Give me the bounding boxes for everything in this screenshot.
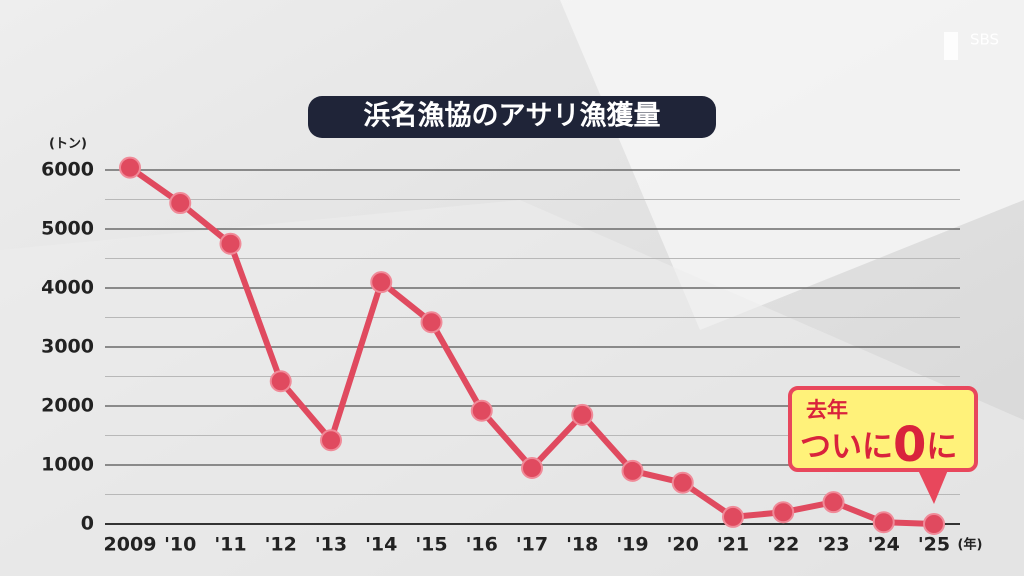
x-unit: (年) [958, 537, 983, 553]
x-tick-label: '10 [164, 534, 196, 556]
x-tick-label: '13 [315, 534, 347, 556]
marker [822, 491, 845, 514]
marker [169, 192, 192, 215]
bg-shape [560, 0, 1024, 330]
x-tick-label: '19 [616, 534, 648, 556]
y-tick-label: 6000 [41, 159, 94, 181]
marker [320, 429, 342, 452]
callout-text: 去年 [806, 398, 848, 422]
marker [269, 370, 292, 393]
marker [470, 399, 493, 422]
y-tick-label: 0 [81, 513, 94, 535]
x-tick-label: '11 [214, 534, 246, 556]
x-tick-label: '17 [516, 534, 548, 556]
x-tick-label: '23 [817, 534, 849, 556]
marker [872, 511, 895, 534]
marker [671, 471, 694, 494]
title-box [308, 96, 716, 138]
x-tick-label: '21 [717, 534, 749, 556]
callout-part: に [926, 429, 957, 465]
plot [119, 156, 945, 535]
bg-shape [0, 200, 1024, 576]
annotation: 去年 ついに0に [788, 386, 978, 504]
callout-pointer [918, 470, 948, 504]
x-tick-label: '15 [415, 534, 447, 556]
y-tick-label: 4000 [41, 277, 94, 299]
marker [722, 505, 744, 528]
marker [521, 456, 543, 479]
y-tick-label: 1000 [41, 454, 94, 476]
logo: SBS [970, 31, 999, 49]
x-tick-label: '24 [868, 534, 900, 556]
logo-mark [944, 32, 958, 60]
marker [571, 403, 594, 426]
marker [621, 459, 644, 482]
callout-box [788, 386, 978, 472]
x-tick-label: '18 [566, 534, 598, 556]
marker [370, 271, 393, 294]
marker [420, 311, 443, 334]
marker [772, 501, 795, 524]
marker [119, 156, 141, 179]
y-tick-label: 2000 [41, 395, 94, 417]
callout-part: ついに [800, 429, 893, 465]
y-tick-label: 3000 [41, 336, 94, 358]
chart-title: 浜名漁協のアサリ漁獲量 [364, 100, 661, 132]
y-unit: (トン) [49, 137, 87, 152]
grid: 0 1000 2000 3000 4000 5000 6000 2009 '10 '11 '12 '1… [41, 159, 960, 556]
x-tick-label: '25 [918, 534, 950, 556]
callout-text: ついに0に [800, 417, 957, 473]
x-tick-label: '12 [265, 534, 297, 556]
x-tick-label: '22 [767, 534, 799, 556]
callout-part: 0 [893, 417, 926, 473]
x-tick-label: 2009 [104, 534, 157, 556]
x-tick-label: '14 [365, 534, 397, 556]
x-tick-label: '20 [667, 534, 699, 556]
x-tick-label: '16 [466, 534, 498, 556]
marker [923, 513, 945, 535]
marker [219, 232, 242, 255]
y-tick-label: 5000 [41, 218, 94, 240]
